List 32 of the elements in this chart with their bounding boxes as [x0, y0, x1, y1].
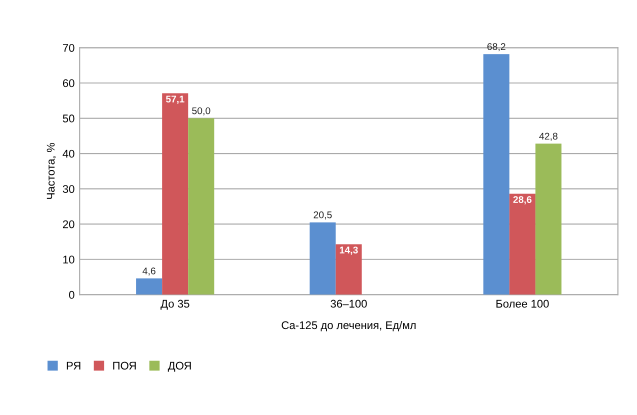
- legend-label: ДОЯ: [168, 362, 191, 372]
- data-label: 4,6: [142, 268, 156, 276]
- legend-label: ПОЯ: [113, 362, 136, 370]
- bar: [483, 54, 510, 295]
- data-label: 20,5: [314, 211, 332, 220]
- y-axis-title: Частота, %: [46, 142, 56, 199]
- x-tick-label: Более 100: [496, 300, 549, 308]
- data-label: 28,6: [513, 196, 532, 204]
- y-tick-label: 20: [62, 220, 74, 228]
- y-tick-label: 50: [62, 114, 74, 122]
- y-tick-label: 0: [69, 290, 74, 299]
- bar: [336, 244, 362, 295]
- data-label: 14,3: [340, 246, 358, 255]
- data-label: 50,0: [192, 107, 210, 116]
- y-tick-label: 70: [62, 44, 74, 52]
- y-tick-label: 60: [62, 79, 74, 88]
- bar: [188, 118, 214, 295]
- y-tick-label: 30: [62, 185, 74, 193]
- bar: [310, 222, 336, 295]
- bar: [136, 278, 162, 295]
- x-axis-title: Ca-125 до лечения, Ед/мл: [282, 320, 416, 332]
- y-tick-label: 40: [62, 150, 74, 158]
- data-label: 42,8: [539, 132, 558, 141]
- data-label: 68,2: [487, 43, 506, 52]
- bar: [509, 194, 536, 295]
- y-tick-label: 10: [63, 256, 74, 264]
- legend-label: РЯ: [66, 362, 80, 370]
- x-tick-label: До 35: [160, 300, 190, 310]
- data-label: 57,1: [166, 96, 184, 104]
- x-tick-label: 36–100: [330, 300, 367, 308]
- bar: [162, 93, 188, 295]
- bar: [535, 144, 562, 295]
